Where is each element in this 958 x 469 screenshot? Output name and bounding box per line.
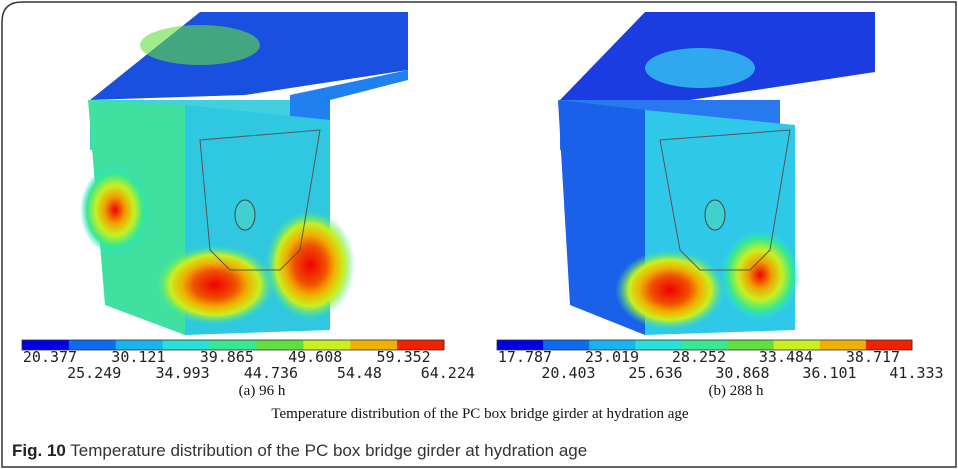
- colorbar-segment: [209, 340, 257, 350]
- colorbar-segment: [350, 340, 398, 350]
- colorbar-label: 59.352: [377, 348, 431, 366]
- colorbar-segment: [727, 340, 775, 350]
- girder-image-a: [80, 12, 408, 335]
- colorbar-segment: [303, 340, 351, 350]
- caption-label: Fig. 10: [12, 441, 66, 460]
- colorbar-label: 30.121: [111, 348, 165, 366]
- colorbar-label: 17.787: [498, 348, 552, 366]
- colorbar-segment: [115, 340, 164, 350]
- caption: Fig. 10 Temperature distribution of the …: [12, 441, 587, 460]
- colorbar-segment: [819, 340, 867, 350]
- colorbar-label: 23.019: [585, 348, 639, 366]
- colorbar-label: 33.484: [759, 348, 813, 366]
- colorbar-label: 30.868: [715, 364, 769, 382]
- colorbar-segment: [397, 340, 445, 350]
- subcaption: (a) 96 h: [239, 383, 286, 399]
- caption-text: Temperature distribution of the PC box b…: [70, 441, 587, 460]
- colorbar-segment: [681, 340, 729, 350]
- colorbar-border: [496, 339, 913, 351]
- colorbar-label: 41.333: [889, 364, 943, 382]
- inner-caption: Temperature distribution of the PC box b…: [271, 406, 689, 422]
- colorbar-label: 20.377: [23, 348, 77, 366]
- colorbar-segment: [162, 340, 211, 350]
- colorbar-segment: [68, 340, 117, 350]
- colorbar-segment: [256, 340, 304, 350]
- colorbar-label: 20.403: [541, 364, 595, 382]
- colorbar-label: 34.993: [156, 364, 210, 382]
- colorbar-label: 36.101: [802, 364, 856, 382]
- colorbar-label: 39.865: [200, 348, 254, 366]
- colorbar-segment: [865, 340, 913, 350]
- colorbar-label: 25.249: [67, 364, 121, 382]
- colorbar-label: 54.48: [337, 364, 382, 382]
- colorbar-segment: [773, 340, 821, 350]
- colorbar-segment: [589, 340, 636, 350]
- colorbar-segment: [635, 340, 682, 350]
- colorbar-label: 28.252: [672, 348, 726, 366]
- colorbar-label: 44.736: [244, 364, 298, 382]
- colorbar-label: 64.224: [421, 364, 475, 382]
- colorbar-segment: [543, 340, 590, 350]
- colorbar-segment: [22, 340, 70, 350]
- subcaption: (b) 288 h: [709, 383, 764, 399]
- colorbar-segment: [497, 340, 544, 350]
- colorbar-border: [21, 339, 445, 351]
- colorbar-label: 38.717: [846, 348, 900, 366]
- colorbar-label: 49.608: [288, 348, 342, 366]
- girder-image-b: [558, 12, 875, 335]
- colorbar-label: 25.636: [628, 364, 682, 382]
